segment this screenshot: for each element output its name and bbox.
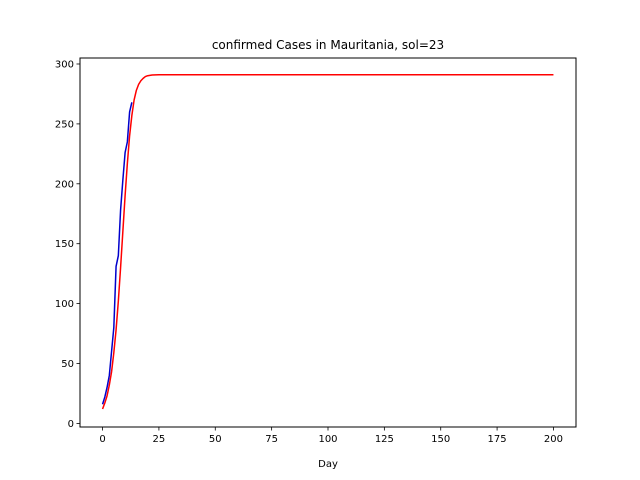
x-tick-label: 25 xyxy=(153,434,166,445)
series-lines xyxy=(101,74,554,410)
x-tick-label: 100 xyxy=(318,434,337,445)
series-line-1 xyxy=(101,74,554,410)
y-tick-label: 300 xyxy=(55,59,74,70)
x-tick-label: 125 xyxy=(375,434,394,445)
y-tick-label: 250 xyxy=(55,119,74,130)
x-tick-label: 175 xyxy=(488,434,507,445)
series-line-2 xyxy=(101,102,133,405)
x-tick-label: 75 xyxy=(265,434,278,445)
x-axis-label: Day xyxy=(318,459,338,470)
y-tick-label: 100 xyxy=(55,299,74,310)
x-tick-label: 0 xyxy=(99,434,105,445)
y-tick-label: 50 xyxy=(61,359,74,370)
chart-title: confirmed Cases in Mauritania, sol=23 xyxy=(212,38,444,52)
x-tick-label: 150 xyxy=(431,434,450,445)
axis-ticks: 0 25 50 75 100 125 150 175 200 0 50 100 150 200 250 300 xyxy=(55,59,563,445)
x-tick-label: 50 xyxy=(209,434,222,445)
plot-frame xyxy=(79,57,577,428)
x-tick-label: 200 xyxy=(544,434,563,445)
y-tick-label: 200 xyxy=(55,179,74,190)
y-tick-label: 0 xyxy=(68,419,74,430)
y-tick-label: 150 xyxy=(55,239,74,250)
